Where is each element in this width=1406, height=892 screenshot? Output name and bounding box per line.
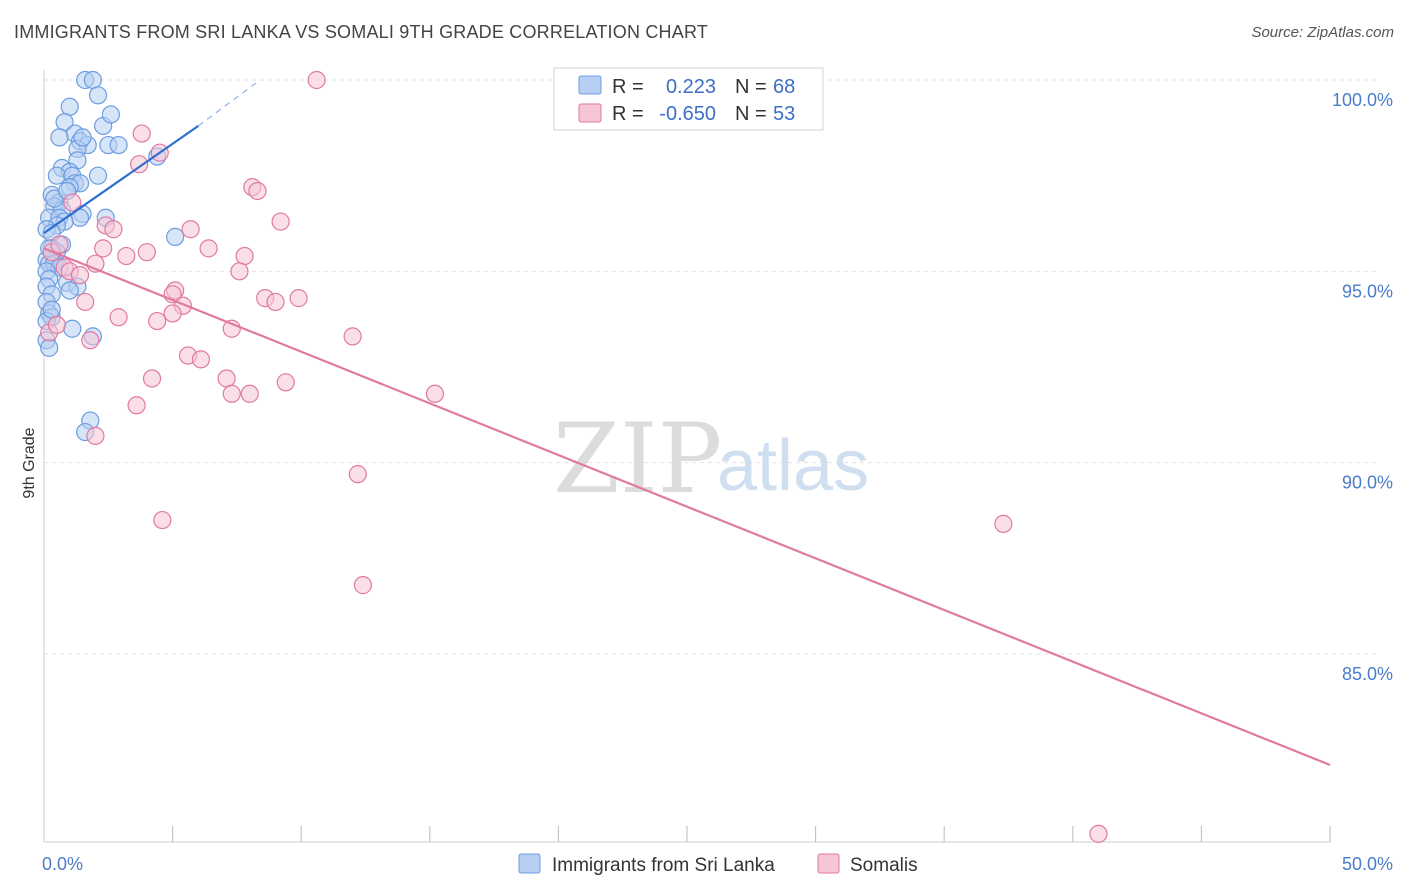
legend-n-value-0: 68 [773,76,795,98]
y-tick-label-0: 100.0% [1332,90,1393,110]
point-sri-lanka-50 [60,281,79,300]
point-somalis-26 [289,289,308,308]
legend-n-label-1: N = [735,103,767,125]
point-somalis-12 [94,239,113,258]
point-sri-lanka-66 [73,128,92,147]
point-somalis-46 [348,465,367,484]
point-sri-lanka-56 [63,319,82,338]
x-tick-label-1: 50.0% [1342,854,1393,874]
point-somalis-7 [271,212,290,231]
point-sri-lanka-59 [40,338,59,357]
series-legend-label-somalis: Somalis [850,855,918,876]
legend-n-label-0: N = [735,76,767,98]
point-somalis-13 [117,246,136,266]
point-somalis-25 [76,292,95,312]
point-somalis-0 [307,70,326,90]
point-somalis-10 [104,220,123,239]
y-tick-label-1: 95.0% [1342,281,1393,301]
point-somalis-38 [142,369,162,388]
point-sri-lanka-1 [83,70,102,90]
point-sri-lanka-2 [88,86,108,105]
point-somalis-30 [109,308,128,327]
grid-lines [44,79,1380,655]
point-somalis-15 [235,246,254,266]
legend-swatch-somalis [578,103,602,123]
point-somalis-49 [353,576,373,595]
y-tick-label-2: 90.0% [1342,473,1393,493]
point-somalis-37 [191,350,210,369]
trend-line-sri-lanka [43,125,199,234]
source-label: Source: ZipAtlas.com [1251,24,1394,41]
watermark-zip: ZIP [553,403,722,515]
point-somalis-40 [276,373,295,392]
legend-r-label-1: R = [612,103,644,125]
point-somalis-43 [425,384,445,403]
legend-r-value-0: 0.223 [666,76,716,98]
series-legend-swatch-sri-lanka [518,853,541,874]
point-somalis-34 [343,327,362,346]
point-sri-lanka-36 [166,227,185,246]
point-sri-lanka-3 [60,97,79,116]
series-legend: Immigrants from Sri Lanka Somalis [518,853,918,876]
point-somalis-6 [63,193,82,212]
x-tick-label-0: 0.0% [42,854,83,874]
point-somalis-8 [181,220,200,239]
point-somalis-50 [1089,824,1108,843]
point-somalis-42 [240,384,259,403]
legend-r-value-1: -0.650 [659,103,716,125]
point-somalis-14 [137,243,156,262]
point-somalis-35 [81,331,100,350]
point-sri-lanka-67 [101,105,120,124]
point-somalis-41 [222,384,241,403]
correlation-legend: R = 0.223 N = 68 R = -0.650 N = 53 [553,67,824,131]
point-somalis-45 [86,426,105,445]
point-somalis-48 [994,514,1013,533]
point-somalis-5 [248,181,267,201]
point-somalis-3 [130,155,149,174]
point-somalis-21 [50,235,69,254]
point-somalis-19 [230,262,249,281]
trend-lines [43,79,1331,766]
x-tick-labels: 0.0% 50.0% [42,854,1393,874]
point-somalis-52 [70,266,90,285]
point-sri-lanka-19 [88,166,108,185]
point-somalis-11 [199,239,218,258]
series-legend-label-sri-lanka: Immigrants from Sri Lanka [552,855,775,876]
point-somalis-1 [132,124,151,143]
point-somalis-31 [148,311,167,331]
point-somalis-47 [153,510,172,530]
series-legend-swatch-somalis [817,853,840,874]
y-tick-label-3: 85.0% [1342,664,1393,684]
y-axis-title: 9th Grade [21,427,38,498]
point-somalis-39 [217,369,236,388]
point-somalis-44 [127,396,146,415]
legend-r-label-0: R = [612,76,644,98]
chart-title: IMMIGRANTS FROM SRI LANKA VS SOMALI 9TH … [14,22,709,42]
point-sri-lanka-62 [42,300,61,319]
watermark: ZIP atlas [553,403,869,515]
y-tick-labels: 100.0% 95.0% 90.0% 85.0% [1332,90,1393,684]
legend-n-value-1: 53 [773,103,795,125]
legend-swatch-sri-lanka [578,75,602,95]
point-somalis-29 [163,304,182,323]
trend-line-extension-sri-lanka [197,79,261,127]
point-sri-lanka-7 [50,128,69,147]
point-somalis-27 [266,292,285,312]
point-sri-lanka-11 [109,135,128,155]
watermark-atlas: atlas [717,426,869,506]
point-somalis-51 [47,315,66,335]
trend-line-somalis [43,247,1331,766]
